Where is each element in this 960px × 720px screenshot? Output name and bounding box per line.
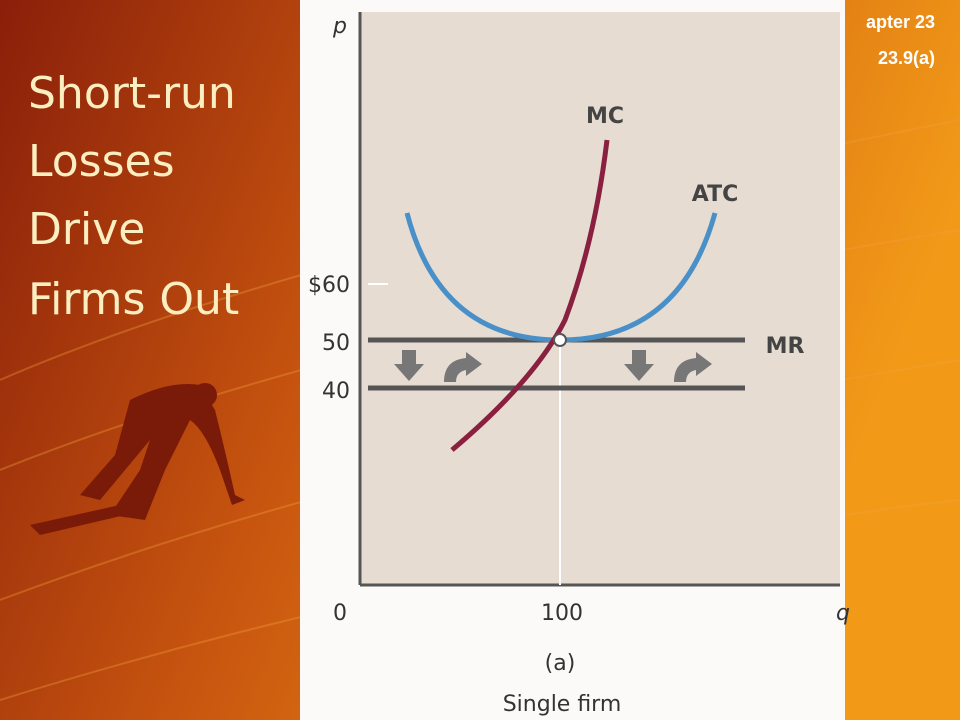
corner-text: 23.9(a) — [878, 48, 935, 68]
title-line: Drive — [28, 204, 145, 255]
mc-curve — [450, 139, 610, 452]
y-tick-label: $60 — [308, 273, 350, 298]
x-tick-label: 100 — [541, 601, 583, 626]
title-line: Firms Out — [28, 274, 239, 325]
figure: p q $60 50 40 0 100 MC ATC MR (a) Single… — [300, 0, 850, 720]
y-tick-label: 50 — [322, 331, 350, 356]
x-axis-label: q — [836, 601, 850, 626]
runner-silhouette — [30, 383, 245, 535]
y-tick-label: 40 — [322, 379, 350, 404]
corner-text: apter 23 — [866, 12, 935, 32]
curve-label: ATC — [692, 182, 738, 207]
equilibrium-point — [553, 333, 567, 347]
plot-panel — [360, 12, 840, 585]
caption: Single firm — [503, 692, 622, 717]
title-line: Short-run — [28, 68, 236, 119]
panel-label: (a) — [545, 651, 576, 676]
y-axis-label: p — [332, 14, 347, 39]
arrows — [394, 350, 712, 382]
curve-label: MC — [586, 104, 624, 129]
curve-label: MR — [766, 334, 805, 359]
slide-title: Short-run Losses Drive Firms Out — [28, 68, 239, 325]
x-tick-label: 0 — [333, 601, 347, 626]
title-line: Losses — [28, 136, 175, 187]
